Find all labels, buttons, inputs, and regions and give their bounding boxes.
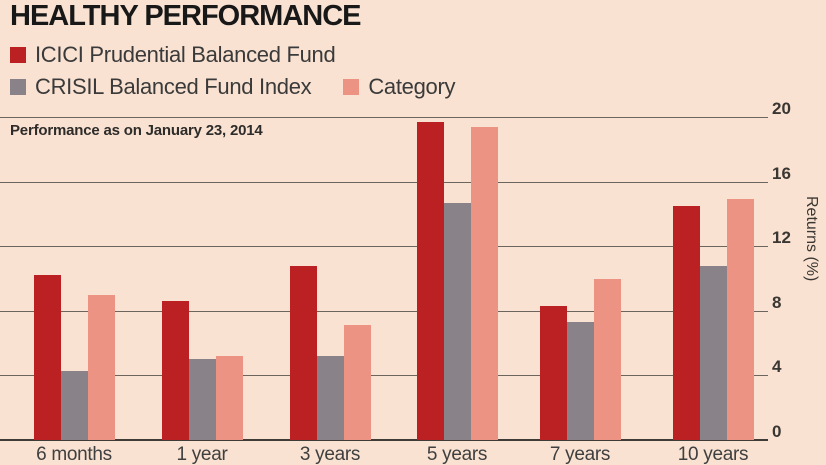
y-tick-label-0: 0 — [772, 422, 782, 441]
chart-title: HEALTHY PERFORMANCE — [10, 0, 361, 32]
y-tick-label-8: 8 — [772, 292, 782, 312]
gridline-4 — [0, 375, 768, 377]
bar-category-10-years — [726, 199, 754, 440]
y-tick-label-12: 12 — [772, 228, 791, 248]
legend-label-category: Category — [368, 74, 456, 99]
x-axis-label-5-years: 5 years — [426, 444, 488, 465]
bar-crisil-balanced-fund-index-1-year — [188, 359, 216, 440]
bar-icici-prudential-balanced-fund-1-year — [161, 301, 189, 440]
bar-category-1-year — [215, 356, 243, 440]
x-axis-line — [0, 439, 768, 441]
bar-icici-prudential-balanced-fund-3-years — [289, 265, 317, 440]
legend-row: CRISIL Balanced Fund Index Category — [10, 74, 456, 100]
x-axis-label-10-years: 10 years — [677, 444, 749, 465]
bar-category-7-years — [593, 278, 621, 440]
bar-crisil-balanced-fund-index-3-years — [316, 356, 344, 440]
gridline-12 — [0, 246, 768, 248]
x-axis-label-6-months: 6 months — [36, 444, 112, 465]
y-tick-label-4: 4 — [772, 357, 782, 377]
y-axis-title: Returns (%) — [803, 196, 820, 282]
bar-icici-prudential-balanced-fund-6-months — [33, 275, 61, 440]
legend-swatch-category — [343, 79, 360, 95]
legend-label-crisil: CRISIL Balanced Fund Index — [35, 74, 312, 99]
bar-category-3-years — [343, 325, 371, 440]
legend-swatch-icici — [10, 47, 26, 63]
bar-category-6-months — [87, 294, 115, 440]
bar-crisil-balanced-fund-index-6-months — [60, 370, 88, 440]
legend-row: ICICI Prudential Balanced Fund — [10, 42, 336, 68]
performance-date-note: Performance as on January 23, 2014 — [10, 122, 263, 139]
y-tick-label-20: 20 — [772, 99, 791, 118]
legend-label-icici: ICICI Prudential Balanced Fund — [35, 42, 336, 67]
legend-swatch-crisil — [10, 79, 26, 95]
x-axis-label-7-years: 7 years — [549, 444, 611, 465]
gridline-8 — [0, 310, 768, 312]
bar-icici-prudential-balanced-fund-10-years — [672, 205, 700, 440]
gridline-20 — [0, 117, 768, 118]
bar-icici-prudential-balanced-fund-7-years — [539, 305, 567, 440]
bar-icici-prudential-balanced-fund-5-years — [416, 121, 444, 440]
x-axis-label-1-year: 1 year — [176, 444, 228, 465]
y-tick-label-16: 16 — [772, 163, 791, 183]
gridline-16 — [0, 181, 768, 183]
bar-crisil-balanced-fund-index-7-years — [566, 322, 594, 440]
bar-crisil-balanced-fund-index-5-years — [443, 202, 471, 440]
bar-crisil-balanced-fund-index-10-years — [699, 265, 727, 440]
bar-category-5-years — [470, 126, 498, 440]
x-axis-label-3-years: 3 years — [299, 444, 361, 465]
